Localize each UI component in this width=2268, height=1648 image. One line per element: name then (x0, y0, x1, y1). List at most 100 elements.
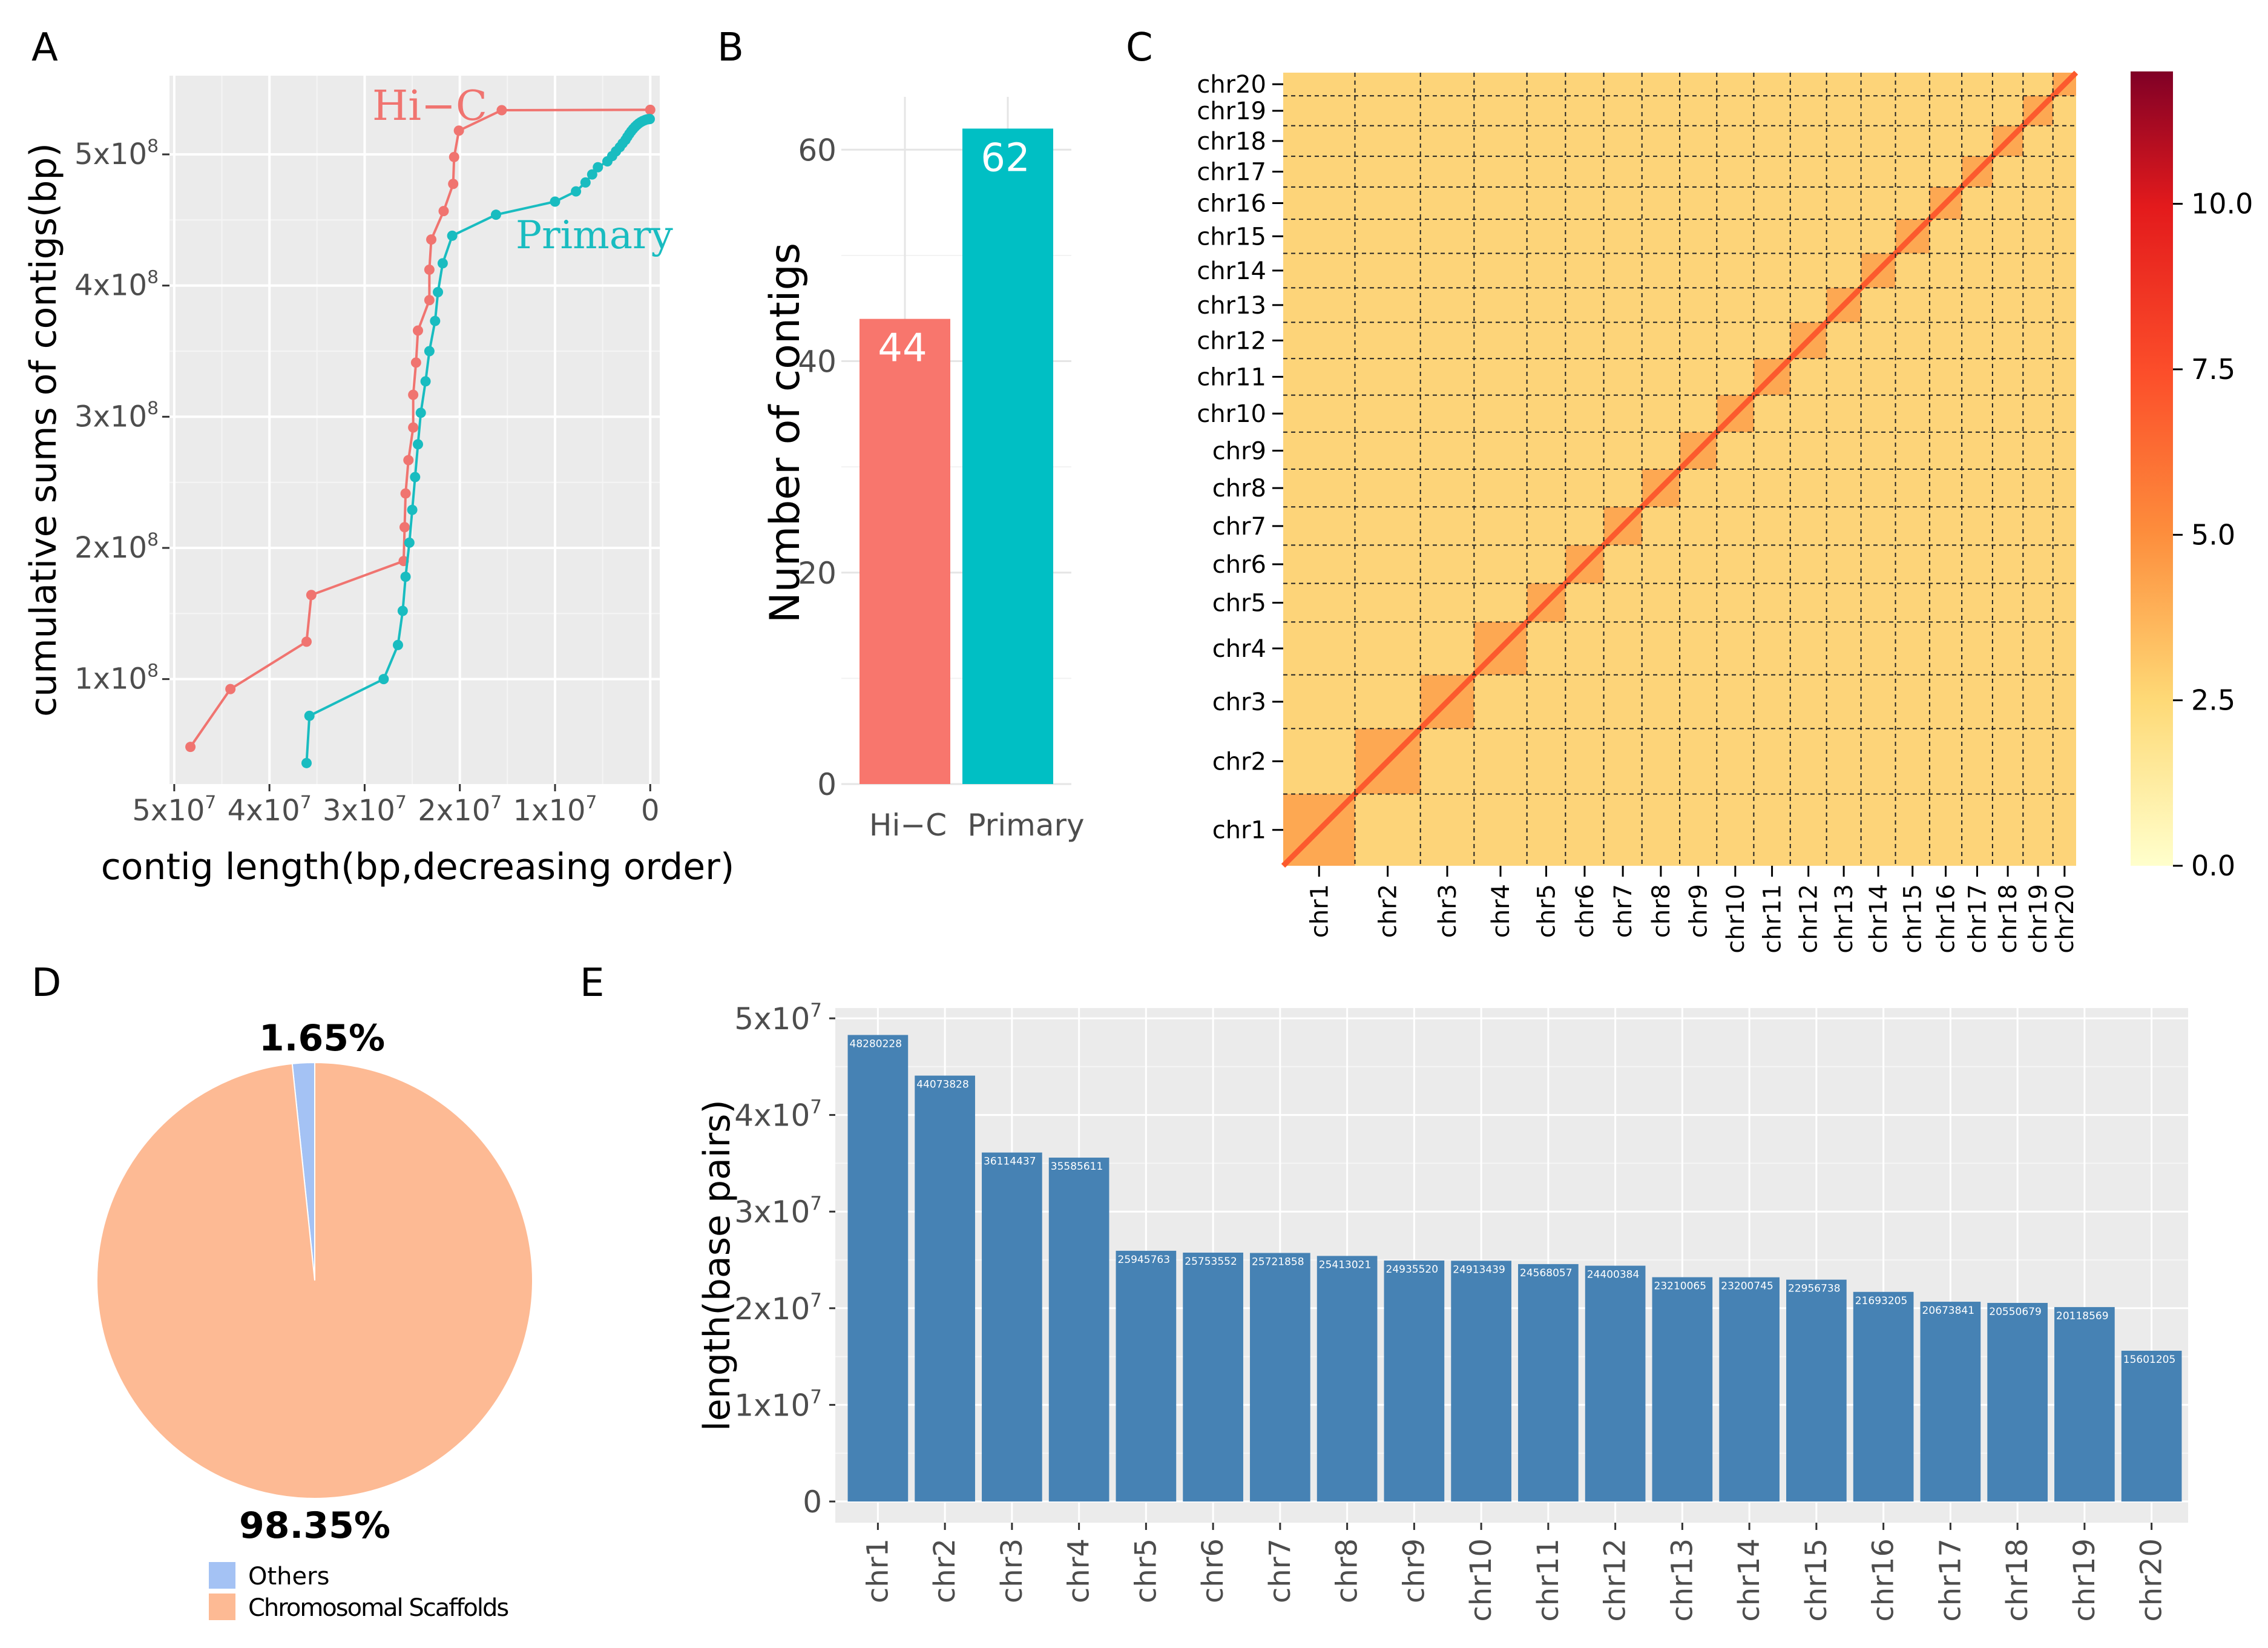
panel-a-point-hi-c (438, 206, 449, 217)
panel-e-x-tick-label: chr18 (2000, 1538, 2034, 1622)
panel-label-d: D (31, 961, 61, 1006)
panel-a-point-primary (580, 177, 591, 188)
panel-a-point-hi-c (301, 636, 312, 647)
panel-c-colorbar-tick-label: 0.0 (2191, 849, 2235, 882)
panel-a-point-hi-c (413, 325, 424, 336)
panel-a-x-tick-label: 4x107 (228, 792, 312, 828)
panel-e-y-tick-label: 2x107 (734, 1290, 822, 1327)
panel-c-y-tick-label: chr5 (1212, 589, 1266, 617)
panel-a-point-hi-c (399, 522, 410, 533)
panel-a-x-tick-label-exponent: 7 (490, 792, 502, 813)
panel-a-y-tick-label: 5x108 (74, 136, 159, 171)
panel-c-y-tick-label: chr2 (1212, 748, 1266, 776)
panel-e-x-tick-label: chr3 (995, 1538, 1029, 1603)
panel-b-x-tick-label: Primary (967, 808, 1084, 843)
panel-e-bar-value-label: 24400384 (1587, 1269, 1640, 1281)
panel-d-pie-slices (96, 1061, 533, 1499)
panel-a-point-hi-c (645, 104, 656, 115)
panel-e-bar-value-label: 44073828 (916, 1079, 969, 1091)
panel-e-bar-chr17 (1920, 1302, 1981, 1501)
panel-a-series (185, 104, 656, 768)
panel-c-x-tick-label: chr17 (1964, 884, 1992, 954)
panel-c-y-tick-label: chr4 (1212, 635, 1266, 663)
panel-a-point-hi-c (408, 422, 419, 433)
panel-a-x-tick-label-mantissa: 5x10 (132, 794, 205, 828)
panel-e-bar-value-label: 25413021 (1319, 1259, 1372, 1271)
panel-a-y-tick-label-mantissa: 1x10 (74, 662, 147, 696)
panel-c-hic-heatmap: chr1 chr1 chr2 chr2 chr3 chr3 chr4 chr4 chr5 chr5… (1197, 70, 2253, 954)
panel-b-x-tick-label: Hi−C (869, 808, 947, 843)
panel-a-point-primary (433, 287, 444, 297)
panel-a-point-primary (378, 674, 389, 685)
panel-a-point-hi-c (448, 179, 459, 190)
panel-a-x-tick-label: 0 (641, 794, 660, 828)
panel-c-x-tick-label: chr12 (1795, 884, 1823, 954)
panel-e-bar-chr7 (1250, 1253, 1310, 1501)
panel-a-point-primary (392, 639, 403, 650)
panel-a-y-tick-label: 3x108 (74, 398, 159, 433)
panel-b-bar-value-label: 62 (981, 136, 1030, 180)
panel-a-point-primary (404, 537, 415, 548)
panel-e-x-tick-label: chr5 (1129, 1538, 1163, 1603)
panel-e-x-tick-label: chr1 (861, 1538, 895, 1603)
panel-b-y-tick-label: 0 (817, 767, 837, 802)
panel-e-x-tick-label: chr17 (1933, 1538, 1967, 1622)
panel-e-bar-value-label: 20673841 (1922, 1305, 1975, 1317)
panel-c-y-tick-label: chr8 (1212, 475, 1266, 503)
panel-e-x-tick-label: chr12 (1599, 1538, 1632, 1622)
panel-e-y-tick-label: 5x107 (734, 1000, 822, 1037)
panel-a-point-hi-c (403, 455, 414, 466)
panel-a-point-primary (301, 757, 312, 768)
panel-a-x-tick-label: 5x107 (132, 792, 216, 828)
panel-a-point-primary (424, 346, 435, 357)
panel-a-x-tick-label: 2x107 (418, 792, 502, 828)
panel-a-point-primary (447, 230, 458, 241)
panel-e-bar-chr9 (1384, 1261, 1445, 1501)
panel-b-y-tick-label: 40 (798, 344, 837, 380)
panel-c-axis-ticks: chr1 chr1 chr2 chr2 chr3 chr3 chr4 chr4 chr5 chr5… (1197, 71, 2079, 954)
panel-e-bar-chr11 (1518, 1264, 1579, 1501)
panel-e-bar-value-label: 24913439 (1453, 1264, 1505, 1276)
panel-a-point-primary (593, 162, 603, 173)
panel-c-colorbar-ticks: 0.0 2.5 5.0 7.5 10.0 (2173, 188, 2253, 882)
panel-e-x-tick-label: chr10 (1464, 1538, 1498, 1622)
panel-a-x-tick-label-mantissa: 4x10 (228, 794, 300, 828)
panel-a-series-label-hic: Hi−C (372, 82, 487, 130)
panel-e-y-tick-label: 1x107 (734, 1386, 822, 1423)
panel-e-bar-chr8 (1316, 1256, 1378, 1501)
panel-a-y-tick-label-exponent: 8 (147, 398, 159, 419)
panel-b-bar-chart: 44 62 0 20 40 60 Hi−C Primary Number of contig… (761, 97, 1085, 843)
panel-b-axis-ticks: 0 20 40 60 Hi−C Primary (798, 133, 1084, 843)
panel-e-y-tick-label-mantissa: 3x10 (734, 1195, 810, 1230)
panel-e-bar-value-label: 15601205 (2123, 1354, 2176, 1366)
panel-a-point-hi-c (410, 357, 421, 368)
panel-a-point-hi-c (453, 125, 464, 136)
panel-c-x-tick-label: chr8 (1648, 884, 1675, 938)
panel-c-y-tick-label: chr10 (1197, 400, 1266, 428)
panel-a-point-hi-c (408, 389, 419, 400)
panel-a-y-tick-label: 1x108 (74, 661, 159, 696)
panel-a-point-primary (437, 258, 448, 269)
panel-a-point-hi-c (426, 234, 437, 245)
panel-e-bar-value-label: 20118569 (2056, 1310, 2109, 1322)
panel-e-bar-value-label: 25945763 (1118, 1254, 1171, 1266)
panel-a-x-tick-label-exponent: 7 (395, 792, 407, 813)
panel-e-bar-chr3 (982, 1152, 1042, 1501)
panel-e-bar-chr19 (2054, 1307, 2115, 1501)
panel-a-point-hi-c (400, 488, 411, 499)
panel-c-colorbar-tick-label: 7.5 (2191, 353, 2235, 386)
panel-e-bar-chr12 (1585, 1265, 1646, 1501)
panel-a-x-tick-label-exponent: 7 (205, 792, 216, 813)
panel-c-colorbar (2131, 71, 2173, 866)
panel-e-bar-value-label: 22956738 (1788, 1283, 1841, 1295)
panel-e-bar-chr15 (1786, 1279, 1847, 1501)
panel-a-x-tick-label-mantissa: 1x10 (513, 794, 586, 828)
panel-label-c: C (1126, 25, 1153, 70)
panel-b-y-tick-label: 20 (798, 556, 837, 591)
panel-e-y-tick-label-mantissa: 2x10 (734, 1291, 810, 1327)
panel-e-x-tick-label: chr16 (1867, 1538, 1901, 1622)
panel-a-point-primary (430, 315, 441, 326)
panel-e-bar-value-label: 24568057 (1520, 1267, 1573, 1279)
